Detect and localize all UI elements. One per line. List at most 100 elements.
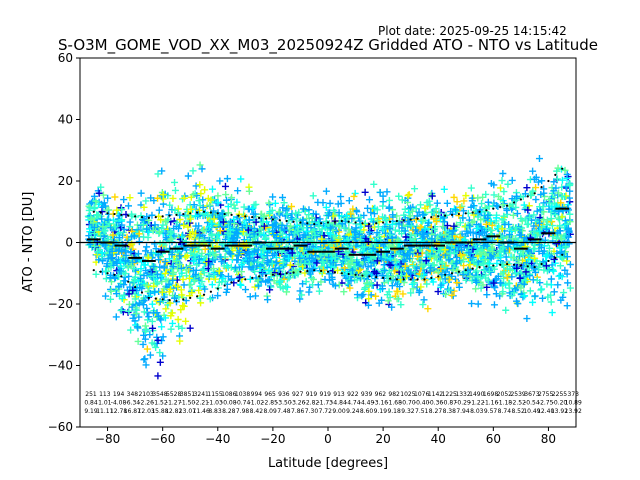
scatter-point <box>367 209 375 217</box>
scatter-point <box>370 180 378 188</box>
scatter-point <box>563 253 571 261</box>
scatter-point <box>142 247 150 255</box>
scatter-point <box>99 191 107 199</box>
scatter-point <box>553 234 561 242</box>
scatter-point <box>95 256 103 264</box>
scatter-point <box>478 228 486 236</box>
bin-annotation: 9.19 <box>84 408 98 415</box>
bin-annotation: -1.52 <box>152 400 168 407</box>
scatter-point <box>364 204 372 212</box>
scatter-point <box>158 288 166 296</box>
scatter-point <box>174 209 182 217</box>
std-lower-dot <box>485 265 488 268</box>
scatter-point <box>394 235 402 243</box>
bin-annotation: -1.02 <box>249 400 265 407</box>
scatter-point <box>443 222 451 230</box>
scatter-point <box>454 243 462 251</box>
scatter-point <box>295 208 303 216</box>
scatter-point <box>191 212 199 220</box>
scatter-point <box>335 209 343 217</box>
scatter-point <box>373 217 381 225</box>
scatter-point <box>497 279 505 287</box>
scatter-point <box>378 296 386 304</box>
bin-annotation: 1025 <box>400 391 415 398</box>
scatter-point <box>405 208 413 216</box>
scatter-point <box>127 326 135 334</box>
scatter-point <box>150 272 158 280</box>
std-lower-dot <box>395 278 398 281</box>
scatter-point <box>208 185 216 193</box>
scatter-point <box>133 323 141 331</box>
scatter-point <box>381 254 389 262</box>
scatter-point <box>201 285 209 293</box>
scatter-point <box>88 199 96 207</box>
scatter-point <box>143 225 151 233</box>
x-tick-label: −40 <box>205 432 230 446</box>
scatter-point <box>288 249 296 257</box>
scatter-point <box>353 291 361 299</box>
scatter-point <box>216 177 224 185</box>
std-lower-dot <box>244 278 247 281</box>
scatter-point <box>154 170 162 178</box>
scatter-point <box>196 294 204 302</box>
scatter-point <box>248 206 256 214</box>
scatter-point <box>120 281 128 289</box>
scatter-point <box>107 263 115 271</box>
scatter-point <box>236 248 244 256</box>
scatter-point <box>283 210 291 218</box>
scatter-point <box>308 254 316 262</box>
scatter-point <box>542 225 550 233</box>
std-upper-dot <box>506 204 509 207</box>
scatter-point <box>512 203 520 211</box>
scatter-point <box>182 297 190 305</box>
scatter-point <box>500 188 508 196</box>
scatter-point <box>109 272 117 280</box>
scatter-point <box>271 264 279 272</box>
scatter-point <box>234 187 242 195</box>
scatter-point <box>407 270 415 278</box>
scatter-point <box>348 257 356 265</box>
scatter-point <box>129 314 137 322</box>
std-upper-dot <box>375 222 378 225</box>
scatter-point <box>379 202 387 210</box>
scatter-point <box>285 254 293 262</box>
scatter-point <box>530 222 538 230</box>
std-upper-dot <box>320 222 323 225</box>
scatter-point <box>208 232 216 240</box>
scatter-point <box>86 225 94 233</box>
std-lower-dot <box>147 296 150 299</box>
scatter-point <box>463 227 471 235</box>
scatter-point <box>428 245 436 253</box>
scatter-point <box>350 228 358 236</box>
bin-annotation: -1.22 <box>469 400 485 407</box>
scatter-point <box>159 296 167 304</box>
scatter-point <box>398 196 406 204</box>
scatter-point <box>296 287 304 295</box>
scatter-point <box>199 203 207 211</box>
scatter-point <box>377 255 385 263</box>
scatter-point <box>539 294 547 302</box>
scatter-point <box>140 297 148 305</box>
scatter-point <box>346 284 354 292</box>
scatter-point <box>104 255 112 263</box>
std-upper-dot <box>120 213 123 216</box>
scatter-point <box>94 211 102 219</box>
scatter-point <box>441 246 449 254</box>
std-lower-dot <box>375 275 378 279</box>
scatter-point <box>144 253 152 261</box>
scatter-point <box>429 278 437 286</box>
bin-annotation: 913 <box>333 391 345 398</box>
std-upper-dot <box>237 214 240 217</box>
bin-annotation: 12.78 <box>110 408 127 415</box>
scatter-point <box>378 282 386 290</box>
scatter-point <box>251 283 259 291</box>
scatter-point <box>566 210 574 218</box>
scatter-point <box>186 324 194 332</box>
scatter-point <box>542 253 550 261</box>
scatter-point <box>302 278 310 286</box>
scatter-point <box>502 306 510 314</box>
scatter-point <box>244 248 252 256</box>
scatter-point <box>393 287 401 295</box>
scatter-point <box>179 302 187 310</box>
scatter-point <box>345 226 353 234</box>
